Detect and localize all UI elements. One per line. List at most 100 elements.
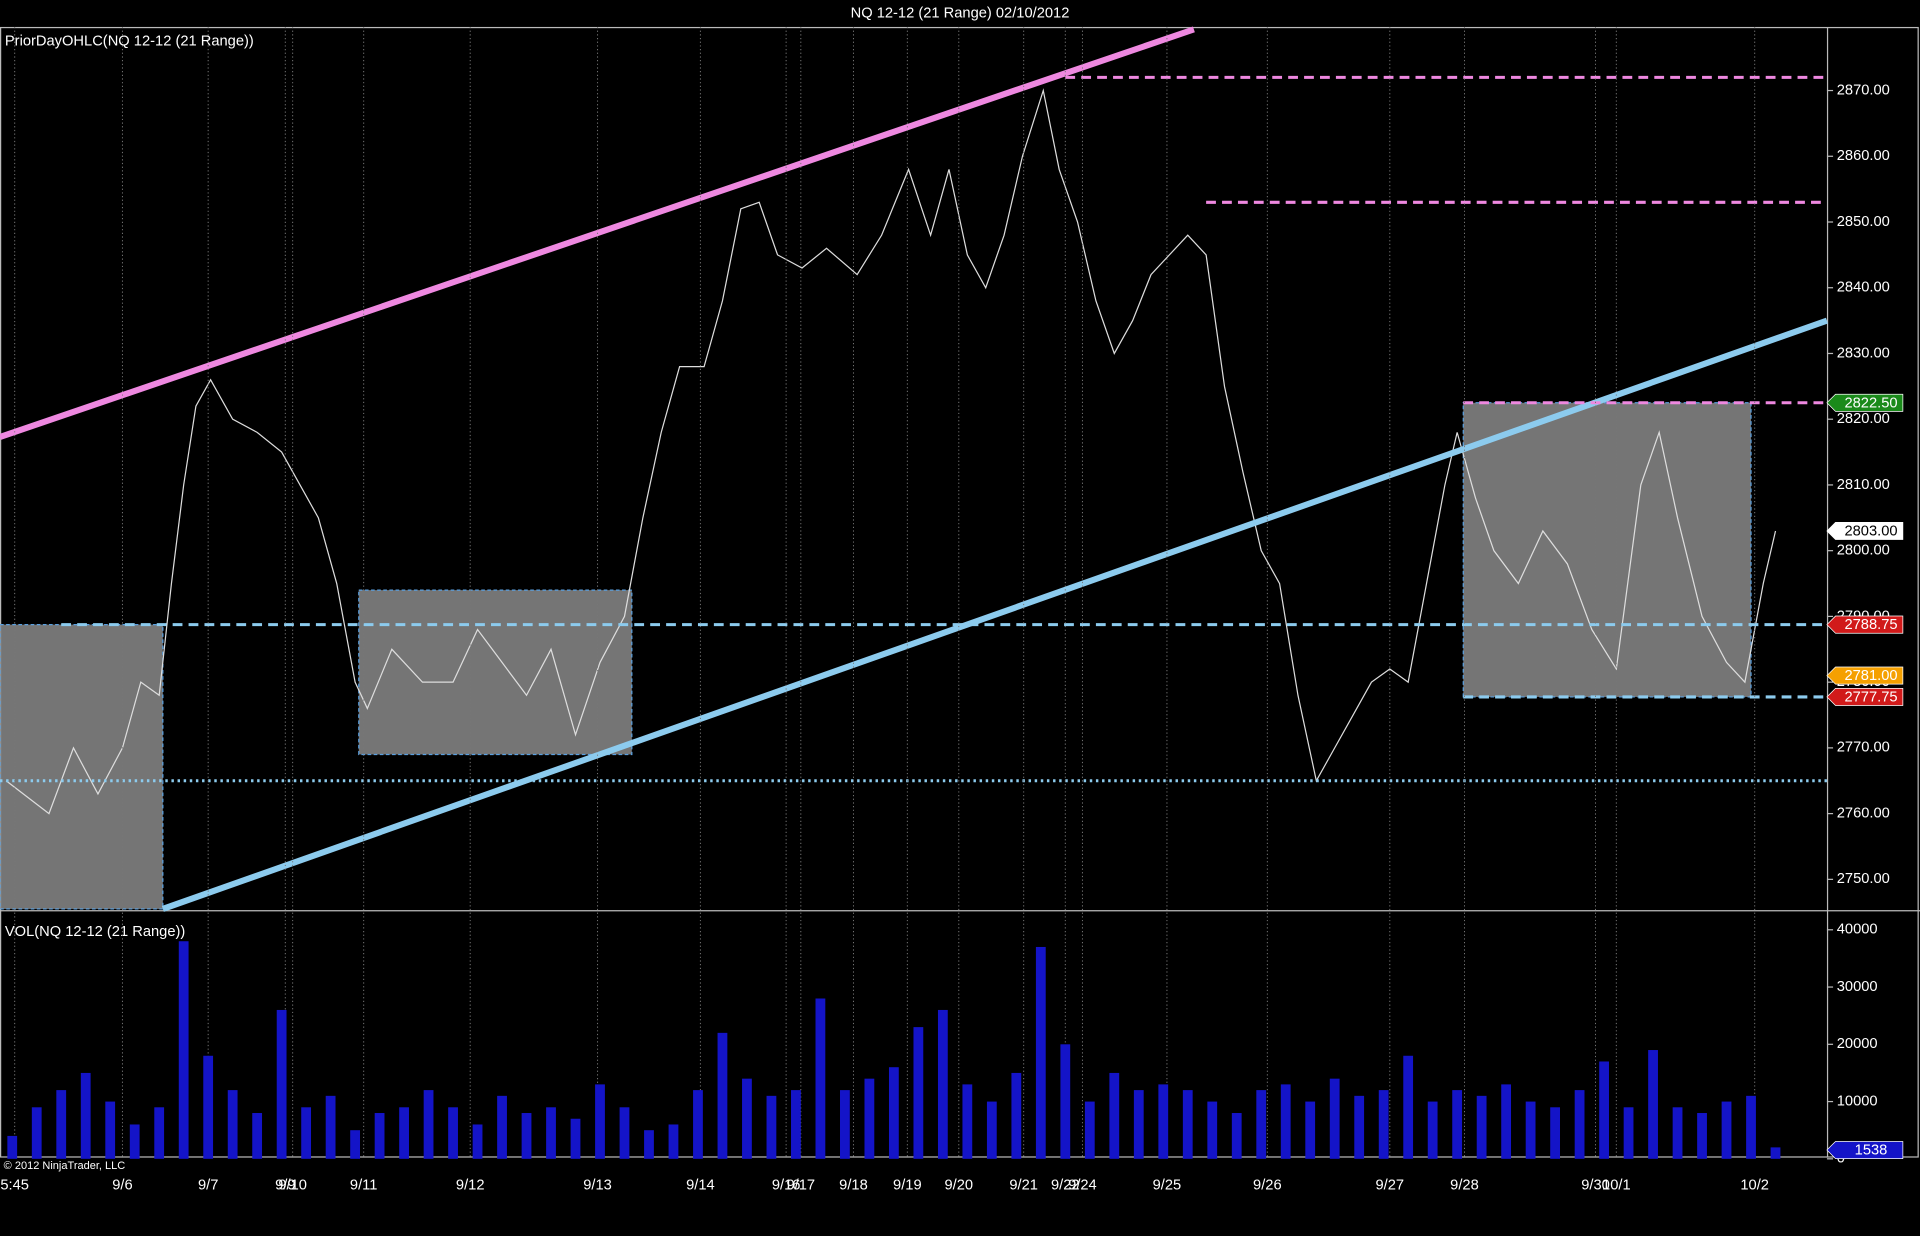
y-tick-label: 2770.00 — [1837, 740, 1890, 756]
trendline — [0, 26, 1195, 440]
price-marker — [1826, 1141, 1904, 1159]
volume-bar — [570, 1118, 581, 1159]
volume-bar — [1403, 1055, 1414, 1159]
volume-bar — [1697, 1113, 1707, 1159]
volume-bar — [1721, 1101, 1732, 1159]
volume-bar — [913, 1027, 924, 1159]
volume-bar — [766, 1095, 777, 1159]
price-marker — [1826, 687, 1904, 706]
volume-bar — [350, 1130, 360, 1159]
x-tick-label: 9/25 — [1153, 1178, 1182, 1194]
volume-bar — [1305, 1101, 1316, 1159]
volume-bar — [888, 1067, 899, 1159]
price-marker-label: 1538 — [1855, 1143, 1888, 1159]
x-tick-label: 9/17 — [787, 1178, 816, 1194]
volume-bar — [227, 1090, 238, 1159]
trendline — [161, 317, 1828, 912]
price-marker — [1826, 666, 1904, 685]
volume-bar — [154, 1107, 165, 1159]
x-tick-label: 9/21 — [1009, 1178, 1038, 1194]
x-tick-label: 9/18 — [839, 1178, 868, 1194]
volume-bar — [1378, 1090, 1389, 1159]
y-tick-label: 2870.00 — [1837, 82, 1890, 98]
volume-bar — [619, 1107, 630, 1159]
x-tick-label: 9/10 — [278, 1178, 307, 1194]
range-box — [0, 624, 164, 910]
panel-label: VOL(NQ 12-12 (21 Range)) — [5, 924, 185, 940]
frame — [0, 26, 1919, 1158]
y-tick-label: 2830.00 — [1837, 345, 1890, 361]
volume-bar — [325, 1095, 336, 1159]
price-marker-label: 2777.75 — [1844, 689, 1897, 705]
y-tick-label: 2820.00 — [1837, 411, 1890, 427]
price-marker — [1826, 393, 1904, 412]
volume-bar — [80, 1072, 91, 1159]
range-box — [358, 589, 633, 756]
x-tick-label: 9/11 — [350, 1178, 377, 1194]
volume-bar — [1256, 1090, 1267, 1159]
y-tick-label: 10000 — [1837, 1093, 1878, 1109]
volume-bar — [7, 1135, 18, 1159]
x-tick-label: 5:45 — [0, 1178, 29, 1194]
x-tick-label: 9/20 — [944, 1178, 973, 1194]
volume-bar — [1452, 1090, 1463, 1159]
volume-bar — [644, 1130, 654, 1159]
price-marker-label: 2781.00 — [1844, 668, 1897, 684]
volume-bar — [1182, 1090, 1193, 1159]
volume-bar — [497, 1095, 507, 1159]
x-tick-label: 10/2 — [1740, 1178, 1769, 1194]
volume-bar — [276, 1009, 287, 1159]
range-box — [1462, 402, 1752, 698]
x-tick-label: 9/24 — [1068, 1178, 1097, 1194]
volume-bar — [717, 1032, 728, 1159]
volume-bar — [1329, 1078, 1340, 1159]
volume-bar — [1525, 1101, 1536, 1159]
volume-bar — [252, 1113, 263, 1159]
volume-bar — [1084, 1101, 1095, 1159]
volume-bar — [203, 1055, 214, 1159]
price-marker-label: 2822.50 — [1844, 395, 1897, 411]
volume-bar — [1207, 1101, 1218, 1159]
volume-bar — [178, 941, 189, 1159]
volume-bar — [840, 1090, 850, 1159]
volume-bar — [448, 1107, 458, 1159]
x-tick-label: 9/22 — [1051, 1178, 1080, 1194]
y-tick-label: 2840.00 — [1837, 280, 1890, 296]
x-tick-label: 10/1 — [1602, 1178, 1631, 1194]
x-tick-label: 9/16 — [772, 1178, 801, 1194]
y-tick-label: 2810.00 — [1837, 477, 1890, 493]
volume-bar — [472, 1124, 483, 1159]
volume-bar — [1746, 1095, 1756, 1159]
y-tick-label: 30000 — [1837, 979, 1878, 995]
volume-bar — [1280, 1084, 1291, 1159]
volume-bar — [791, 1090, 801, 1159]
y-tick-label: 2860.00 — [1837, 148, 1890, 164]
volume-bar — [374, 1113, 385, 1159]
price-marker-label: 2803.00 — [1844, 523, 1897, 539]
volume-bar — [864, 1078, 875, 1159]
volume-bar — [1623, 1107, 1634, 1159]
price-line — [5, 88, 1777, 815]
volume-bar — [1354, 1095, 1365, 1159]
volume-bar — [742, 1078, 752, 1159]
volume-bar — [815, 998, 826, 1159]
x-tick-label: 9/14 — [686, 1178, 715, 1194]
chart-title: NQ 12-12 (21 Range) 02/10/2012 — [851, 5, 1070, 21]
x-tick-label: 9/12 — [456, 1178, 485, 1194]
volume-bar — [1574, 1090, 1585, 1159]
volume-bar — [1501, 1084, 1512, 1159]
x-tick-label: 9/6 — [112, 1178, 132, 1194]
volume-bar — [1060, 1044, 1071, 1159]
price-marker — [1826, 615, 1904, 634]
x-tick-label: 9/28 — [1450, 1178, 1479, 1194]
x-tick-label: 9/30 — [1581, 1178, 1610, 1194]
x-tick-label: 9/19 — [893, 1178, 922, 1194]
volume-bar — [399, 1107, 409, 1159]
volume-bar — [937, 1009, 948, 1159]
volume-bar — [1672, 1107, 1683, 1159]
volume-bar — [986, 1101, 997, 1159]
volume-bar — [1109, 1072, 1120, 1159]
x-tick-label: 9/9 — [275, 1178, 295, 1194]
